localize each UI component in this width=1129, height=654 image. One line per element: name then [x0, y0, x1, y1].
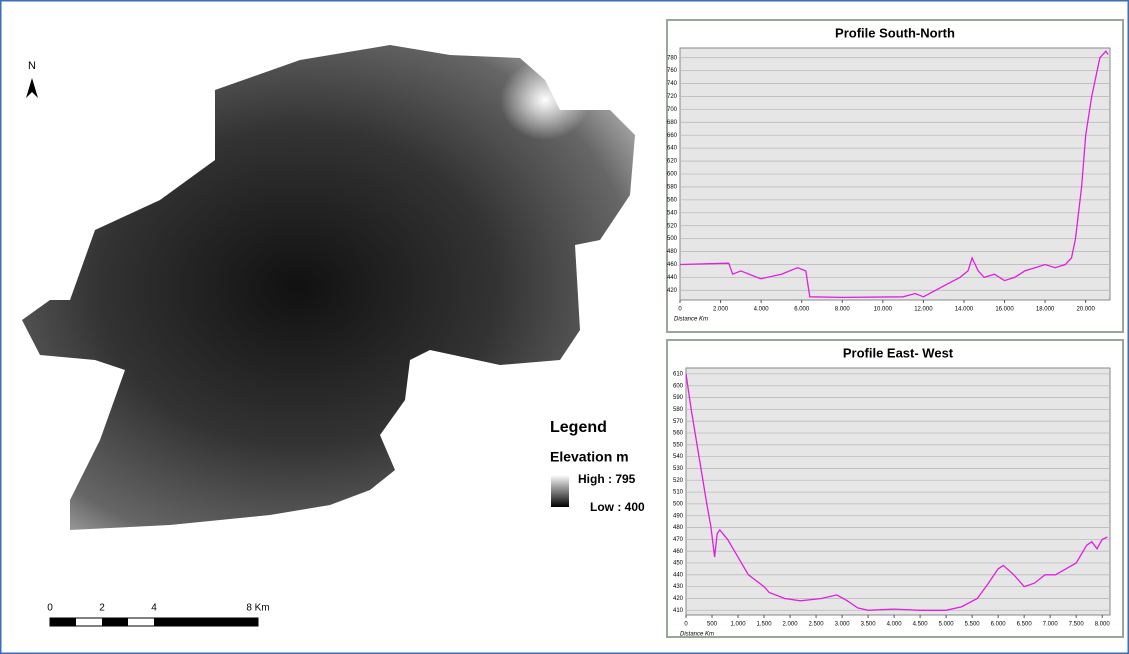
x-tick-label: 1.500 — [757, 622, 773, 628]
scale-label: 8 Km — [246, 603, 269, 614]
x-tick-label: 18.000 — [1036, 307, 1055, 313]
north-label: N — [28, 60, 36, 72]
chart-title: Profile South-North — [835, 25, 955, 40]
y-tick-label: 470 — [673, 537, 684, 543]
legend-subtitle: Elevation m — [550, 449, 629, 465]
y-tick-label: 550 — [673, 442, 684, 448]
y-tick-label: 580 — [673, 407, 684, 413]
y-tick-label: 560 — [667, 197, 678, 203]
y-tick-label: 450 — [673, 561, 684, 567]
legend-high: High : 795 — [578, 472, 636, 486]
x-tick-label: 14.000 — [955, 307, 974, 313]
y-tick-label: 600 — [673, 383, 684, 389]
scale-label: 0 — [47, 603, 53, 614]
x-tick-label: 10.000 — [874, 307, 893, 313]
y-tick-label: 520 — [667, 223, 678, 229]
legend-ramp — [551, 475, 569, 507]
y-tick-label: 590 — [673, 395, 684, 401]
y-tick-label: 640 — [667, 146, 678, 152]
y-tick-label: 530 — [673, 466, 684, 472]
x-tick-label: 6.000 — [794, 307, 810, 313]
scale-label: 4 — [151, 603, 157, 614]
x-tick-label: 1.000 — [731, 622, 747, 628]
x-tick-label: 5.500 — [965, 622, 981, 628]
layout: N 0 2 4 8 Km Legend Elevation m High : 7… — [0, 0, 1129, 654]
plot-area — [686, 368, 1110, 615]
y-tick-label: 430 — [673, 584, 684, 590]
y-tick-label: 460 — [667, 262, 678, 268]
x-tick-label: 6.500 — [1017, 622, 1033, 628]
x-axis-label: Distance Km — [680, 632, 714, 638]
x-tick-label: 2.500 — [809, 622, 825, 628]
high-ground — [500, 60, 590, 140]
y-tick-label: 420 — [667, 288, 678, 294]
y-tick-label: 760 — [667, 68, 678, 74]
x-tick-label: 7.000 — [1043, 622, 1059, 628]
legend-low: Low : 400 — [590, 500, 645, 514]
y-tick-label: 410 — [673, 608, 684, 614]
y-tick-label: 600 — [667, 172, 678, 178]
y-tick-label: 720 — [667, 94, 678, 100]
y-tick-label: 480 — [667, 249, 678, 255]
scale-bar-segment — [102, 618, 128, 626]
y-tick-label: 500 — [673, 501, 684, 507]
x-tick-label: 5.000 — [939, 622, 955, 628]
y-tick-label: 700 — [667, 107, 678, 113]
y-tick-label: 540 — [673, 454, 684, 460]
x-tick-label: 8.000 — [1095, 622, 1111, 628]
y-tick-label: 440 — [667, 275, 678, 281]
y-tick-label: 480 — [673, 525, 684, 531]
x-tick-label: 4.000 — [754, 307, 770, 313]
x-tick-label: 16.000 — [995, 307, 1014, 313]
x-tick-label: 500 — [707, 622, 718, 628]
y-tick-label: 780 — [667, 55, 678, 61]
x-tick-label: 6.000 — [991, 622, 1007, 628]
x-axis-label: Distance Km — [674, 317, 708, 323]
y-tick-label: 620 — [667, 159, 678, 165]
x-tick-label: 12.000 — [914, 307, 933, 313]
y-tick-label: 560 — [673, 431, 684, 437]
legend-title: Legend — [550, 419, 607, 436]
y-tick-label: 490 — [673, 513, 684, 519]
x-tick-label: 4.000 — [887, 622, 903, 628]
scale-label: 2 — [99, 603, 105, 614]
y-tick-label: 570 — [673, 419, 684, 425]
y-tick-label: 420 — [673, 596, 684, 602]
y-tick-label: 740 — [667, 81, 678, 87]
y-tick-label: 680 — [667, 120, 678, 126]
x-tick-label: 8.000 — [835, 307, 851, 313]
x-tick-label: 3.500 — [861, 622, 877, 628]
x-tick-label: 2.000 — [783, 622, 799, 628]
x-tick-label: 3.000 — [835, 622, 851, 628]
x-tick-label: 4.500 — [913, 622, 929, 628]
y-tick-label: 580 — [667, 185, 678, 191]
y-tick-label: 500 — [667, 236, 678, 242]
y-tick-label: 520 — [673, 478, 684, 484]
x-tick-label: 2.000 — [713, 307, 729, 313]
y-tick-label: 610 — [673, 371, 684, 377]
y-tick-label: 540 — [667, 210, 678, 216]
page: N 0 2 4 8 Km Legend Elevation m High : 7… — [0, 0, 1129, 654]
y-tick-label: 440 — [673, 572, 684, 578]
y-tick-label: 460 — [673, 549, 684, 555]
x-tick-label: 20.000 — [1076, 307, 1095, 313]
y-tick-label: 510 — [673, 490, 684, 496]
scale-bar-segment — [154, 618, 258, 626]
x-tick-label: 7.500 — [1069, 622, 1085, 628]
y-tick-label: 660 — [667, 133, 678, 139]
scale-bar-segment — [50, 618, 76, 626]
chart-title: Profile East- West — [843, 345, 954, 360]
